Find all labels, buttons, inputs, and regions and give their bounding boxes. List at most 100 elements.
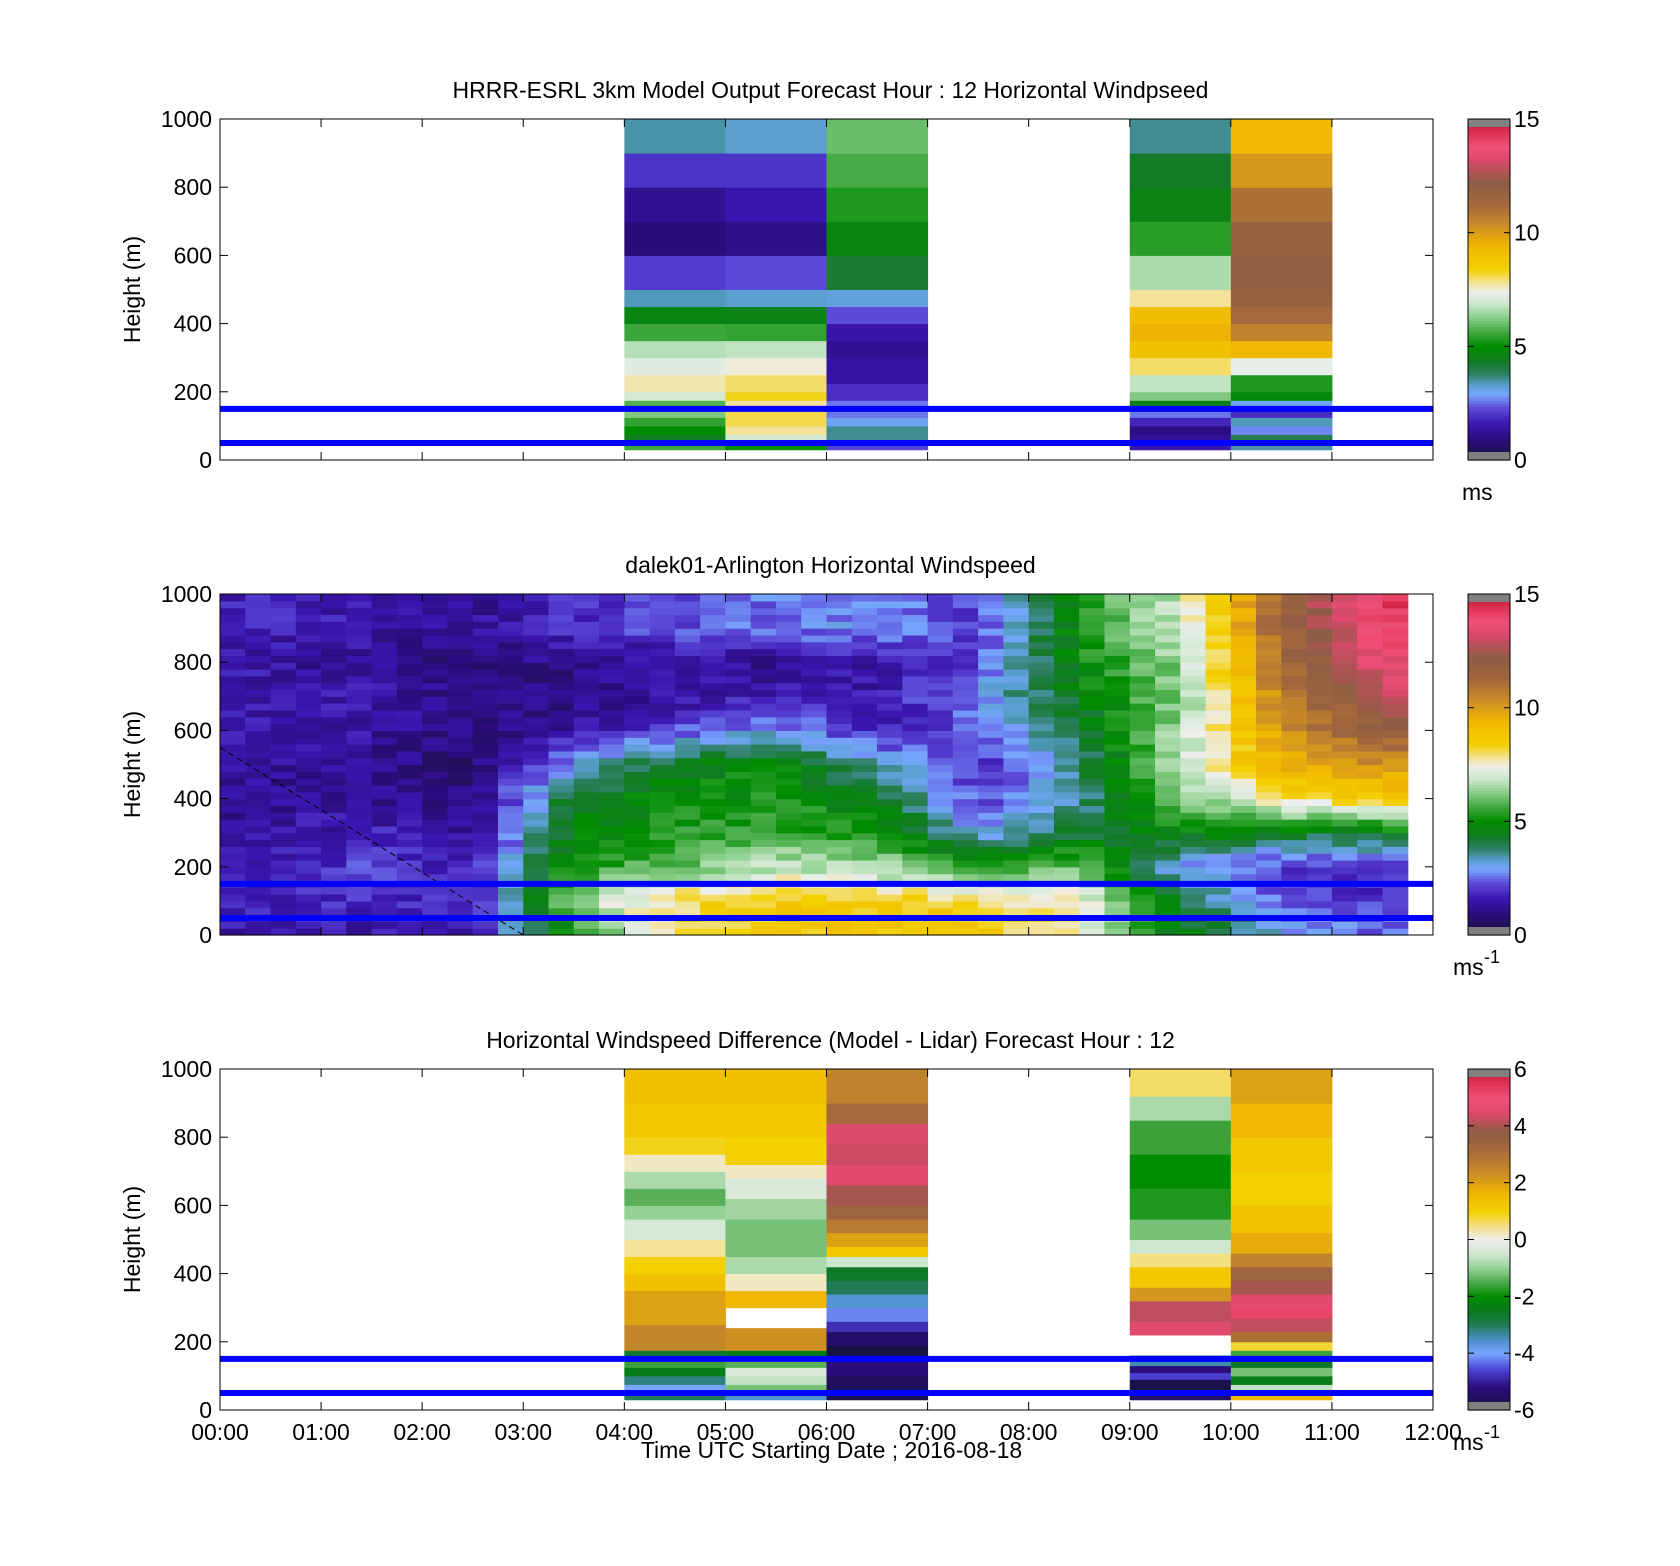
heatmap-cell — [422, 812, 449, 820]
colorbar-tick-label: 5 — [1514, 333, 1527, 359]
heatmap-cell — [649, 894, 676, 902]
heatmap-cell — [952, 600, 979, 609]
y-tick-label: 600 — [174, 717, 212, 743]
heatmap-cell — [1281, 594, 1308, 602]
heatmap-cell — [220, 744, 246, 752]
heatmap-cell — [1205, 689, 1232, 697]
heatmap-cell — [649, 662, 676, 670]
heatmap-cell — [321, 675, 347, 684]
heatmap-cell — [674, 675, 701, 684]
heatmap-cell — [674, 634, 701, 643]
heatmap-cell — [220, 887, 246, 895]
heatmap-cell — [1281, 675, 1308, 684]
heatmap-cell — [952, 669, 979, 677]
heatmap-cell — [548, 703, 575, 711]
heatmap-cell — [1053, 907, 1080, 916]
heatmap-cell — [1382, 859, 1409, 868]
heatmap-cell — [851, 887, 878, 895]
heatmap-cell — [371, 846, 398, 854]
heatmap-cell — [750, 716, 777, 725]
heatmap-cell — [573, 853, 600, 861]
heatmap-cell — [497, 648, 524, 656]
heatmap-cell — [624, 832, 651, 841]
heatmap-cell — [826, 737, 853, 745]
heatmap-cell — [497, 819, 524, 827]
heatmap-cell — [775, 669, 802, 677]
heatmap-cell — [624, 340, 726, 359]
x-tick-label: 04:00 — [596, 1419, 654, 1445]
heatmap-cell — [801, 859, 828, 868]
colorbar-swatch — [1468, 212, 1510, 217]
heatmap-cell — [472, 723, 499, 731]
heatmap-cell — [371, 778, 398, 786]
heatmap-cell — [295, 832, 322, 841]
heatmap-cell — [1256, 655, 1282, 663]
heatmap-cell — [599, 628, 625, 636]
colorbar-swatch — [1468, 437, 1510, 441]
heatmap-cell — [1028, 853, 1055, 861]
heatmap-cell — [801, 784, 828, 793]
heatmap-cell — [750, 614, 777, 622]
heatmap-cell — [1129, 1372, 1232, 1380]
heatmap-cell — [1357, 709, 1384, 718]
heatmap-cell — [1230, 255, 1333, 290]
heatmap-cell — [700, 839, 727, 847]
heatmap-cell — [1079, 682, 1106, 691]
heatmap-cell — [1230, 894, 1257, 902]
heatmap-cell — [447, 900, 474, 909]
heatmap-cell — [472, 628, 499, 636]
heatmap-cell — [877, 900, 903, 909]
heatmap-cell — [1256, 928, 1282, 936]
heatmap-cell — [851, 866, 878, 875]
heatmap-cell — [750, 839, 777, 847]
heatmap-cell — [801, 669, 828, 677]
heatmap-cell — [1053, 709, 1080, 718]
heatmap-cell — [1129, 784, 1156, 793]
heatmap-cell — [1230, 1358, 1333, 1368]
heatmap-cell — [700, 866, 727, 875]
heatmap-cell — [725, 391, 827, 401]
x-tick-label: 00:00 — [191, 1419, 249, 1445]
heatmap-cell — [1331, 750, 1358, 759]
heatmap-cell — [952, 853, 979, 861]
heatmap-cell — [624, 771, 651, 779]
heatmap-cell — [1053, 778, 1080, 786]
heatmap-cell — [472, 832, 499, 841]
heatmap-cell — [1003, 907, 1030, 916]
heatmap-cell — [497, 696, 524, 704]
heatmap-cell — [1053, 846, 1080, 854]
heatmap-cell — [1079, 846, 1106, 854]
colorbar-swatch — [1468, 414, 1510, 418]
heatmap-cell — [573, 764, 600, 772]
heatmap-cell — [1205, 798, 1232, 807]
heatmap-cell — [877, 600, 903, 609]
heatmap-cell — [346, 628, 373, 636]
colorbar-swatch — [1468, 821, 1510, 825]
colorbar-swatch — [1468, 900, 1510, 905]
heatmap-cell — [1180, 784, 1207, 793]
heatmap-cell — [902, 771, 929, 779]
heatmap-cell — [1155, 648, 1181, 656]
heatmap-cell — [270, 791, 297, 800]
heatmap-cell — [1129, 805, 1156, 813]
heatmap-cell — [700, 894, 727, 902]
heatmap-cell — [1205, 750, 1232, 759]
colorbar-swatch — [1468, 639, 1510, 643]
heatmap-cell — [447, 737, 474, 745]
heatmap-cell — [270, 607, 297, 616]
heatmap-cell — [1053, 819, 1080, 827]
heatmap-cell — [1230, 696, 1257, 704]
x-tick-label: 02:00 — [393, 1419, 451, 1445]
heatmap-cell — [447, 594, 474, 602]
colorbar-swatch — [1468, 1358, 1510, 1363]
heatmap-cell — [220, 730, 246, 738]
heatmap-cell — [346, 900, 373, 909]
heatmap-cell — [270, 709, 297, 718]
heatmap-cell — [295, 744, 322, 752]
heatmap-cell — [700, 600, 727, 609]
heatmap-cell — [346, 675, 373, 684]
colorbar-unit-superscript: -1 — [1484, 1422, 1500, 1442]
heatmap-cell — [1306, 798, 1333, 807]
